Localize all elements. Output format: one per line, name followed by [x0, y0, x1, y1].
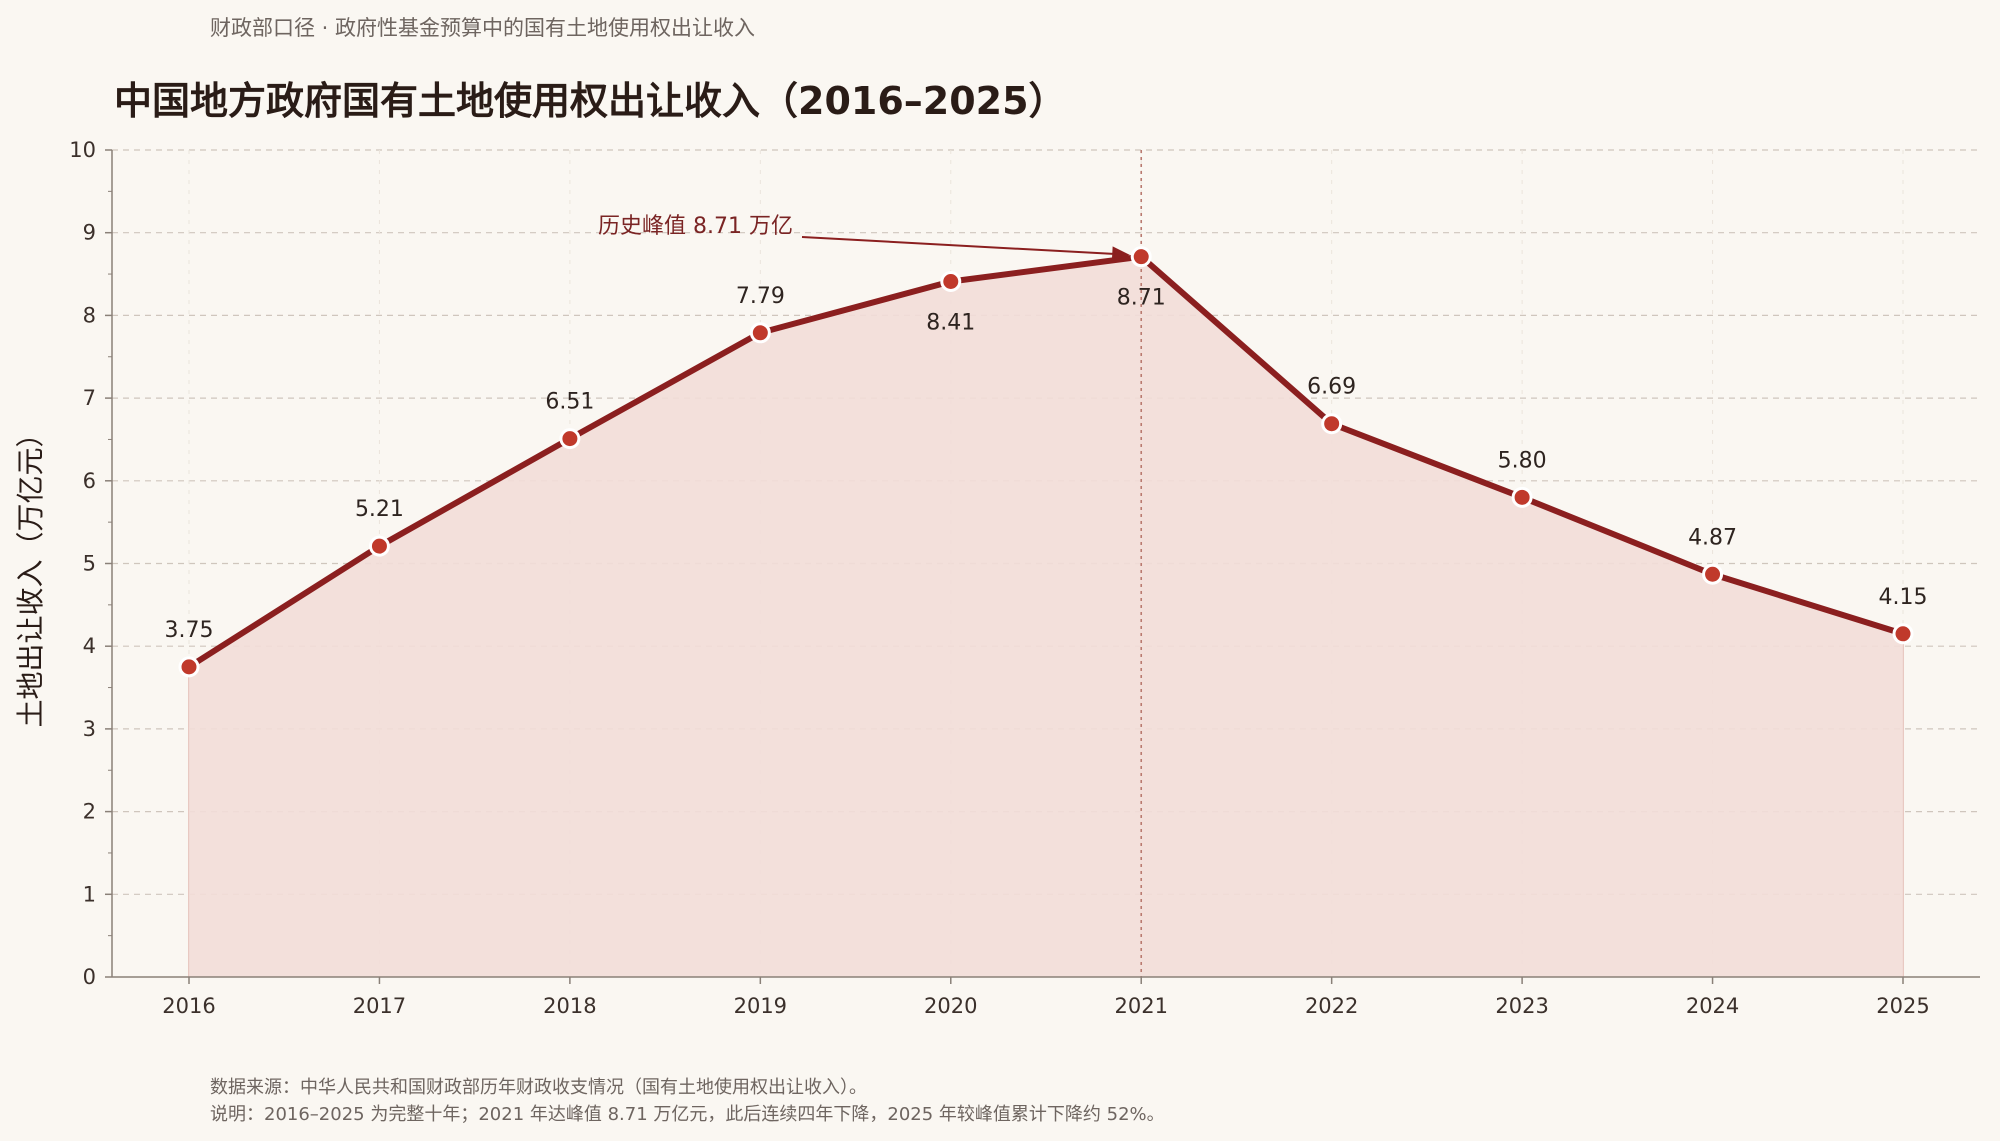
data-point	[1702, 563, 1724, 585]
y-tick-label: 6	[83, 469, 96, 493]
x-tick-label: 2023	[1495, 994, 1548, 1018]
chart-title: 中国地方政府国有土地使用权出让收入（2016–2025）	[114, 79, 1067, 123]
x-tick-label: 2019	[734, 994, 787, 1018]
series-line	[186, 253, 1906, 670]
y-tick-label: 1	[83, 882, 96, 906]
y-tick-label: 5	[83, 552, 96, 576]
data-label: 5.21	[355, 497, 404, 522]
source-note: 数据来源：中华人民共和国财政部历年财政收支情况（国有土地使用权出让收入）。	[210, 1077, 867, 1098]
data-point	[178, 656, 200, 678]
y-tick-label: 0	[83, 965, 96, 989]
data-label: 6.51	[545, 390, 594, 415]
x-tick-label: 2025	[1876, 994, 1929, 1018]
y-tick-label: 10	[69, 138, 96, 162]
data-point	[1511, 486, 1533, 508]
data-point	[559, 428, 581, 450]
data-label: 3.75	[165, 618, 214, 643]
y-tick-label: 4	[83, 634, 96, 658]
data-point	[940, 270, 962, 292]
y-tick-label: 9	[83, 221, 96, 245]
x-tick-label: 2024	[1686, 994, 1739, 1018]
data-points	[178, 246, 1914, 678]
x-tick-label: 2020	[924, 994, 977, 1018]
peak-annotation-arrow	[801, 236, 1130, 262]
peak-annotation-text: 历史峰值 8.71 万亿	[598, 214, 793, 239]
y-tick-label: 8	[83, 303, 96, 327]
x-tick-label: 2022	[1305, 994, 1358, 1018]
data-label: 5.80	[1498, 448, 1547, 473]
y-tick-label: 2	[83, 800, 96, 824]
data-labels: 3.75 5.21 6.51 7.79 8.41 8.71 6.69 5.80 4.87 4.15	[165, 284, 1928, 643]
area-fill	[189, 256, 1903, 978]
data-point	[1321, 413, 1343, 435]
y-axis-label: 土地出让收入（万亿元）	[14, 419, 47, 727]
x-tick-label: 2021	[1114, 994, 1167, 1018]
data-point	[1892, 623, 1914, 645]
chart-subtitle: 财政部口径 · 政府性基金预算中的国有土地使用权出让收入	[210, 16, 756, 40]
y-tick-label: 7	[83, 386, 96, 410]
x-tick-label: 2018	[543, 994, 596, 1018]
x-tick-label: 2016	[162, 994, 215, 1018]
data-label: 4.87	[1688, 525, 1737, 550]
data-point	[368, 535, 390, 557]
data-label: 6.69	[1307, 375, 1356, 400]
data-point	[1130, 246, 1152, 268]
data-label: 7.79	[736, 284, 785, 309]
y-tick-label: 3	[83, 717, 96, 741]
explanation-note: 说明：2016–2025 为完整十年；2021 年达峰值 8.71 万亿元，此后…	[210, 1104, 1165, 1125]
data-label: 8.71	[1117, 286, 1166, 311]
axes: 0 1 2 3 4 5 6 7 8 9 10 2016 2017 2018 2019 2020 2021 2022…	[69, 138, 1980, 1018]
data-label: 8.41	[926, 310, 975, 335]
data-label: 4.15	[1879, 585, 1928, 610]
annotation: 历史峰值 8.71 万亿	[598, 214, 1130, 262]
data-point	[749, 322, 771, 344]
x-tick-label: 2017	[353, 994, 406, 1018]
